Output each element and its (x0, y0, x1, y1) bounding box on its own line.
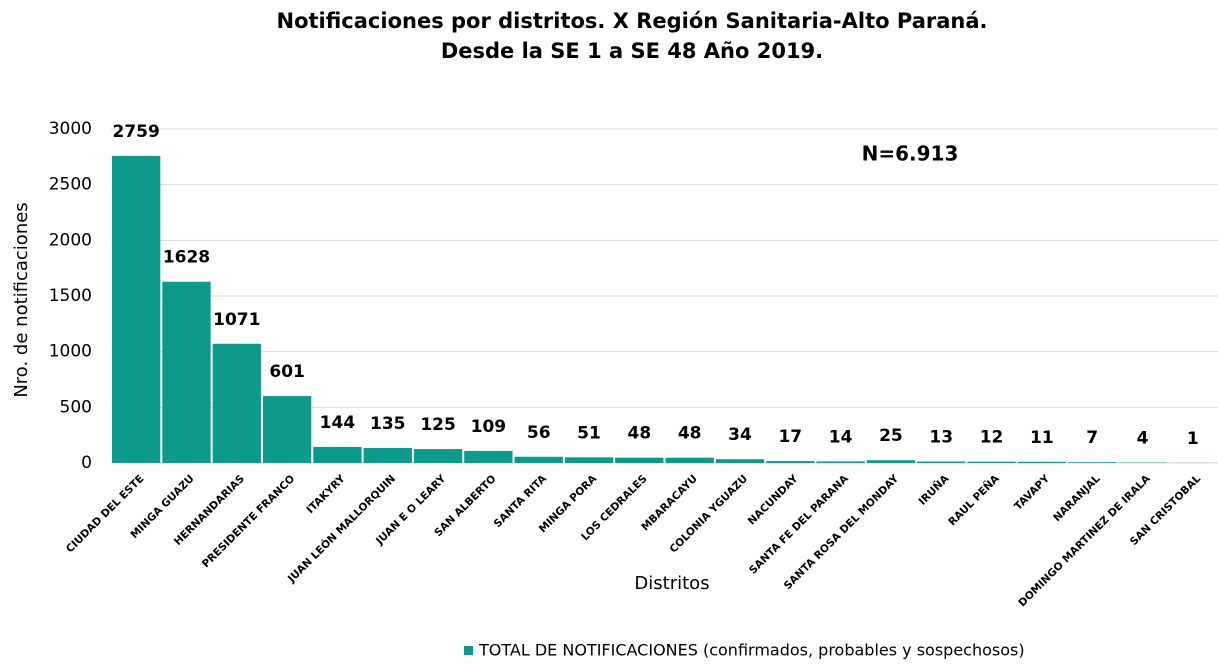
y-tick-label: 2500 (49, 175, 92, 195)
bar (564, 457, 614, 463)
bar (1017, 461, 1067, 463)
value-label: 56 (527, 423, 551, 443)
value-label: 109 (471, 417, 507, 437)
value-label: 34 (728, 425, 752, 445)
y-tick-label: 2000 (49, 230, 92, 250)
value-label: 1 (1187, 429, 1199, 449)
x-tick-label: CIUDAD DEL ESTE (64, 473, 146, 555)
bar (766, 461, 815, 463)
bar (615, 457, 664, 463)
value-label: 125 (420, 415, 456, 435)
value-label: 25 (879, 426, 903, 446)
value-label: 13 (929, 428, 953, 448)
x-tick-label: IRUÑA (916, 471, 952, 507)
legend-label: TOTAL DE NOTIFICACIONES (confirmados, pr… (478, 641, 1025, 660)
bar (514, 456, 563, 463)
bar (212, 343, 261, 463)
x-tick-label: TAVAPY (1012, 472, 1052, 512)
bar (313, 446, 362, 463)
chart-title: Notificaciones por distritos. X Región S… (277, 9, 988, 33)
value-label: 135 (370, 414, 406, 434)
bar (917, 461, 966, 463)
y-tick-label: 0 (81, 453, 92, 473)
x-axis-title: Distritos (634, 573, 709, 594)
bar (866, 460, 916, 463)
bar (162, 281, 211, 463)
bar (464, 450, 513, 463)
y-axis-title: Nro. de notificaciones (11, 202, 32, 397)
legend-swatch (464, 646, 473, 655)
value-label: 2759 (112, 122, 159, 142)
value-label: 1628 (163, 248, 210, 268)
value-label: 11 (1030, 428, 1054, 448)
value-label: 14 (829, 427, 853, 447)
x-tick-label: PRESIDENTE FRANCO (200, 473, 298, 571)
x-tick-label: NARANJAL (1051, 473, 1103, 525)
value-label: 7 (1086, 428, 1098, 448)
value-label: 17 (778, 427, 802, 447)
chart-title: Desde la SE 1 a SE 48 Año 2019. (441, 39, 823, 63)
x-tick-label: JUAN LEÓN MALLORQUIN (284, 472, 398, 586)
x-tick-label: RAUL PEÑA (946, 471, 1003, 528)
x-tick-label: SANTA FE DEL PARANA (747, 472, 851, 576)
value-label: 48 (678, 424, 702, 444)
value-label: 601 (269, 362, 305, 382)
x-tick-label: ITAKYRY (304, 472, 348, 516)
y-tick-label: 1000 (49, 342, 92, 362)
value-label: 4 (1137, 429, 1149, 449)
value-label: 12 (980, 428, 1004, 448)
value-label: 144 (320, 413, 356, 433)
y-tick-label: 3000 (49, 119, 92, 139)
value-label: 1071 (213, 310, 260, 330)
bar (816, 461, 865, 463)
value-label: 51 (577, 423, 601, 443)
annotation: N=6.913 (862, 142, 959, 166)
bar (363, 447, 412, 463)
y-tick-label: 500 (60, 397, 92, 417)
bar (262, 396, 312, 463)
bar (413, 449, 463, 463)
bar (1068, 462, 1117, 463)
bar (112, 155, 161, 463)
value-label: 48 (628, 424, 652, 444)
y-tick-label: 1500 (49, 286, 92, 306)
x-tick-label: NACUNDAY (746, 472, 801, 527)
bar (665, 457, 714, 463)
bar (715, 459, 765, 463)
bar (967, 461, 1016, 463)
